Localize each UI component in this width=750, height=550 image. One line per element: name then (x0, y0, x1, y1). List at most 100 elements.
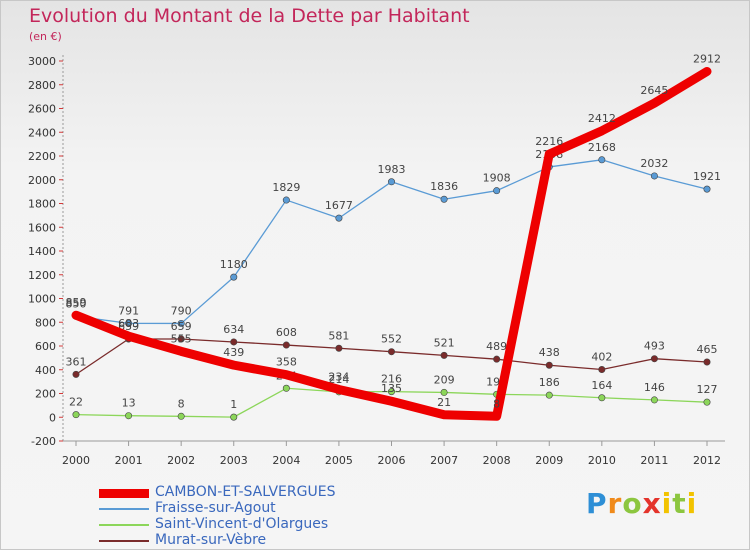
data-point (72, 370, 80, 378)
y-tick-label: 1200 (28, 269, 56, 282)
data-label: 13 (122, 397, 136, 410)
x-tick-label: 2001 (115, 454, 143, 467)
y-tick-label: 1400 (28, 245, 56, 258)
data-label: 164 (591, 379, 612, 392)
data-label: 216 (381, 373, 402, 386)
data-point (230, 413, 238, 421)
data-point (125, 319, 133, 327)
y-tick-label: 2600 (28, 103, 56, 116)
x-tick-label: 2010 (588, 454, 616, 467)
y-tick-label: 1600 (28, 221, 56, 234)
data-point (230, 273, 238, 281)
data-label: 1180 (220, 258, 248, 271)
data-point (493, 355, 501, 363)
logo-letter: r (607, 487, 623, 520)
data-label: 22 (69, 396, 83, 409)
series-line (71, 66, 712, 421)
data-point (545, 391, 553, 399)
y-tick-label: 2200 (28, 150, 56, 163)
data-label: 186 (539, 376, 560, 389)
data-label: 1829 (272, 181, 300, 194)
data-point (440, 195, 448, 203)
y-tick-label: 1800 (28, 198, 56, 211)
data-point (72, 411, 80, 419)
data-point (703, 185, 711, 193)
legend-swatch (99, 508, 149, 510)
data-point (335, 214, 343, 222)
data-label: 127 (697, 383, 718, 396)
y-tick-label: 2800 (28, 79, 56, 92)
data-label: 1908 (483, 172, 511, 185)
data-point (440, 388, 448, 396)
data-label: 2032 (640, 157, 668, 170)
data-point (335, 344, 343, 352)
data-label: 146 (644, 381, 665, 394)
data-label: 581 (328, 329, 349, 342)
x-tick-label: 2007 (430, 454, 458, 467)
data-point (703, 358, 711, 366)
legend-label: Fraisse-sur-Agout (155, 500, 276, 516)
data-label: 21 (437, 396, 451, 409)
data-label: 135 (381, 382, 402, 395)
x-tick-label: 2004 (272, 454, 300, 467)
y-tick-label: 0 (49, 411, 56, 424)
data-label: 2168 (588, 141, 616, 154)
data-point (598, 156, 606, 164)
logo-letter: i (661, 487, 673, 520)
legend-label: Murat-sur-Vèbre (155, 532, 267, 548)
data-label: 2912 (693, 52, 721, 65)
y-tick-label: 400 (35, 364, 56, 377)
y-tick-label: 2000 (28, 174, 56, 187)
data-label: 521 (434, 336, 455, 349)
y-tick-label: 1000 (28, 293, 56, 306)
x-tick-label: 2000 (62, 454, 90, 467)
data-label: 493 (644, 340, 665, 353)
proxiti-logo: Proxiti (586, 487, 697, 520)
data-label: 1677 (325, 199, 353, 212)
data-label: 790 (171, 304, 192, 317)
data-point (598, 394, 606, 402)
data-point (387, 348, 395, 356)
x-tick-label: 2002 (167, 454, 195, 467)
legend-swatch (99, 540, 149, 542)
data-label: 8 (493, 397, 500, 410)
data-label: 608 (276, 326, 297, 339)
data-label: 358 (276, 356, 297, 369)
data-label: 552 (381, 333, 402, 346)
x-tick-label: 2006 (378, 454, 406, 467)
data-label: 209 (434, 373, 455, 386)
data-label: 2412 (588, 112, 616, 125)
data-label: 439 (223, 346, 244, 359)
data-label: 438 (539, 346, 560, 359)
logo-letter: o (622, 487, 643, 520)
data-point (650, 355, 658, 363)
logo-letter: x (642, 487, 662, 520)
logo-letter: t (672, 487, 687, 520)
data-label: 791 (118, 304, 139, 317)
data-point (650, 172, 658, 180)
data-label: 850 (66, 297, 87, 310)
x-tick-label: 2003 (220, 454, 248, 467)
x-tick-label: 2008 (483, 454, 511, 467)
data-label: 659 (171, 320, 192, 333)
data-label: 1836 (430, 180, 458, 193)
data-label: 1 (230, 398, 237, 411)
chart-subtitle: (en €) (29, 30, 62, 43)
data-point (282, 341, 290, 349)
y-tick-label: 200 (35, 388, 56, 401)
data-label: 214 (328, 373, 349, 386)
y-tick-label: 600 (35, 340, 56, 353)
data-label: 2645 (640, 84, 668, 97)
data-label: 859 (66, 296, 87, 309)
x-tick-label: 2009 (535, 454, 563, 467)
legend-label: Saint-Vincent-d'Olargues (155, 516, 329, 532)
data-label: 489 (486, 340, 507, 353)
x-tick-label: 2012 (693, 454, 721, 467)
data-point (650, 396, 658, 404)
data-label: 402 (591, 351, 612, 364)
data-label: 1921 (693, 170, 721, 183)
data-label: 555 (171, 332, 192, 345)
data-point (703, 398, 711, 406)
logo-letter: P (586, 487, 608, 520)
